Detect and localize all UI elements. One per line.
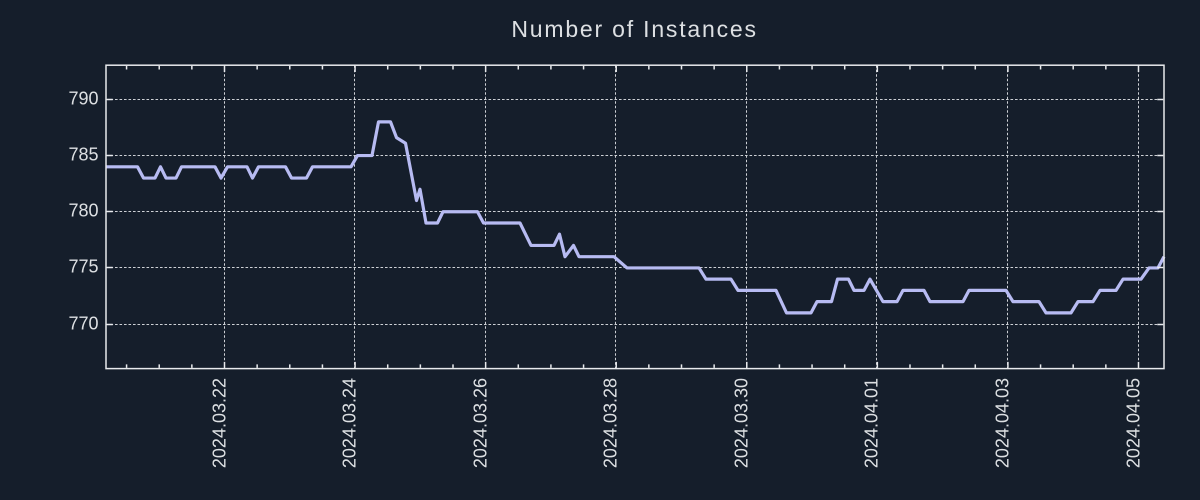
svg-text:Number of Instances: Number of Instances xyxy=(511,16,757,42)
svg-text:2024.04.01: 2024.04.01 xyxy=(862,378,882,468)
svg-text:2024.03.30: 2024.03.30 xyxy=(732,378,752,468)
svg-text:2024.03.24: 2024.03.24 xyxy=(340,378,360,468)
svg-text:2024.03.26: 2024.03.26 xyxy=(471,378,491,468)
svg-text:2024.03.22: 2024.03.22 xyxy=(210,378,230,468)
svg-text:780: 780 xyxy=(68,200,98,220)
svg-text:2024.04.03: 2024.04.03 xyxy=(993,378,1013,468)
svg-text:785: 785 xyxy=(68,144,98,164)
svg-text:790: 790 xyxy=(68,88,98,108)
svg-text:2024.04.05: 2024.04.05 xyxy=(1124,378,1144,468)
svg-text:775: 775 xyxy=(68,256,98,276)
svg-text:2024.03.28: 2024.03.28 xyxy=(601,378,621,468)
svg-text:770: 770 xyxy=(68,313,98,333)
